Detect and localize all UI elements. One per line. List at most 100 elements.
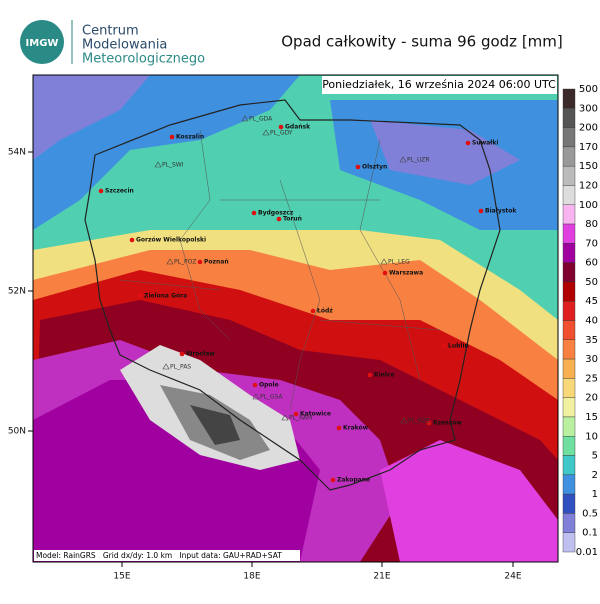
footer-box [34, 550, 300, 561]
station-label: PL_UZR [407, 157, 430, 164]
city-label: Suwałki [472, 140, 498, 147]
station-marker [154, 161, 162, 168]
city-marker [129, 237, 135, 243]
city-label: Zielona Góra [144, 293, 187, 300]
colorbar-label: 5 [592, 451, 598, 462]
city-label: Gdańsk [285, 124, 311, 131]
region-borders [119, 129, 441, 411]
station-marker [281, 414, 289, 421]
city-marker [252, 382, 258, 388]
colorbar-swatch [562, 532, 576, 553]
lon-label: 24E [504, 572, 521, 582]
colorbar-label: 100 [579, 200, 598, 211]
colorbar-swatch [562, 127, 576, 148]
city-marker [367, 372, 373, 378]
lon-label: 21E [373, 572, 390, 582]
colorbar-label: 150 [579, 161, 598, 172]
colorbar-swatch [562, 165, 576, 186]
map-labels: 54N 52N 50N 15E 18E 21E 24E Koszalin Gdańsk Suwał… [8, 115, 522, 582]
lon-label: 15E [113, 572, 130, 582]
colorbar-label: 80 [585, 219, 598, 230]
city-label: Kraków [343, 425, 369, 432]
colorbar-label: 40 [585, 316, 598, 327]
colorbar-swatch [562, 436, 576, 456]
colorbar-swatch [562, 339, 576, 360]
city-label: Lublin [448, 343, 469, 350]
city-label: Opole [259, 382, 279, 389]
colorbar-swatch [562, 416, 576, 437]
colorbar-swatch [562, 223, 576, 244]
colorbar-swatch [562, 146, 576, 167]
colorbar-swatch [562, 378, 576, 398]
city-marker [330, 477, 336, 483]
station-label: PL_LEG [388, 259, 410, 266]
city-label: Kielce [374, 372, 394, 379]
lat-label: 54N [8, 148, 26, 158]
station-marker [399, 156, 407, 163]
colorbar-swatch [562, 204, 576, 225]
colorbar-swatch [562, 320, 576, 340]
colorbar-label: 10 [585, 431, 598, 442]
city-marker [276, 216, 282, 222]
city-marker [293, 411, 299, 417]
city-marker [478, 208, 484, 214]
colorbar-label: 20 [585, 393, 598, 404]
colorbar-label: 300 [579, 103, 598, 114]
colorbar-swatch [562, 358, 576, 379]
colorbar-label: 500 [579, 84, 598, 95]
city-label: Szczecin [105, 188, 134, 195]
city-label: Poznań [204, 259, 229, 266]
colorbar-label: 120 [579, 180, 598, 191]
colorbar-swatch [562, 474, 576, 495]
city-marker [465, 140, 471, 146]
colorbar: 5003002001701501201008070605045403530252… [562, 84, 598, 558]
colorbar-swatch [562, 281, 576, 302]
city-label: Koszalin [176, 134, 204, 141]
station-marker [380, 258, 388, 265]
city-label: Wrocław [186, 351, 215, 358]
station-marker [166, 258, 174, 265]
city-label: Toruń [283, 216, 302, 223]
org-line: Modelowania [82, 38, 167, 53]
colorbar-label: 0.01 [576, 547, 598, 558]
city-marker [98, 188, 104, 194]
station-label: PL_POZ [174, 259, 196, 266]
station-marker [241, 115, 249, 122]
city-marker [310, 308, 316, 314]
logo: IMGW Centrum Modelowania Meteorologiczne… [20, 20, 205, 67]
map-frame [32, 74, 559, 563]
station-marker [400, 417, 408, 424]
station-label: PL_PAS [170, 364, 191, 371]
colorbar-swatch [562, 301, 576, 321]
org-line: Meteorologicznego [82, 52, 205, 67]
footer: Model: RainGRS Grid dx/dy: 1.0 km Input … [36, 551, 282, 560]
colorbar-swatch [562, 493, 576, 514]
colorbar-swatch [562, 108, 576, 128]
colorbar-label: 45 [585, 296, 598, 307]
colorbar-label: 2 [592, 470, 598, 481]
city-marker [197, 259, 203, 265]
date: Poniedziałek, 16 września 2024 06:00 UTC [322, 78, 556, 91]
colorbar-label: 35 [585, 335, 598, 346]
colorbar-label: 170 [579, 142, 598, 153]
city-label: Rzeszów [433, 420, 462, 427]
title: Opad całkowity - suma 96 godz [mm] [281, 33, 563, 51]
city-marker [251, 210, 257, 216]
station-marker [162, 363, 170, 370]
city-label: Katowice [300, 411, 331, 418]
colorbar-swatch [562, 397, 576, 418]
station-label: PL_SWI [162, 162, 184, 169]
colorbar-label: 25 [585, 373, 598, 384]
colorbar-swatch [562, 262, 576, 283]
logo-circle [20, 20, 64, 64]
colorbar-label: 0.5 [582, 508, 598, 519]
colorbar-swatch [562, 455, 576, 476]
station-label: PL_GDY [270, 130, 293, 137]
city-label: Łódź [316, 308, 333, 315]
city-marker [355, 164, 361, 170]
station-label: PL_RAM [289, 415, 312, 422]
city-label: Bydgoszcz [258, 210, 294, 217]
city-marker [426, 420, 432, 426]
lat-label: 50N [8, 427, 26, 437]
